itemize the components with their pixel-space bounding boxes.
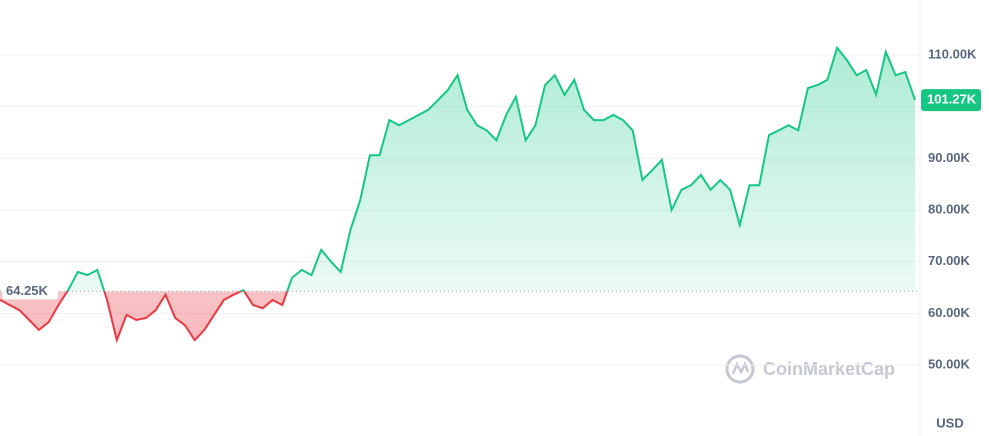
y-tick-label: 60.00K: [928, 305, 971, 320]
unit-label: USD: [936, 415, 963, 430]
baseline-label-bg: [2, 281, 58, 300]
y-tick-label: 50.00K: [928, 356, 971, 371]
baseline-label: 64.25K: [6, 283, 49, 298]
price-line-down: [0, 291, 289, 344]
watermark: CoinMarketCap: [725, 354, 895, 384]
y-tick-label: 110.00K: [928, 46, 977, 61]
current-price-badge: [921, 89, 981, 112]
area-down: [0, 291, 915, 341]
watermark-text: CoinMarketCap: [763, 359, 895, 379]
current-price-label: 101.27K: [927, 92, 977, 107]
y-tick-label: 90.00K: [928, 150, 971, 165]
area-up: [0, 47, 915, 292]
price-line-up: [66, 45, 916, 292]
y-tick-label: 80.00K: [928, 201, 971, 216]
y-tick-label: 70.00K: [928, 253, 971, 268]
